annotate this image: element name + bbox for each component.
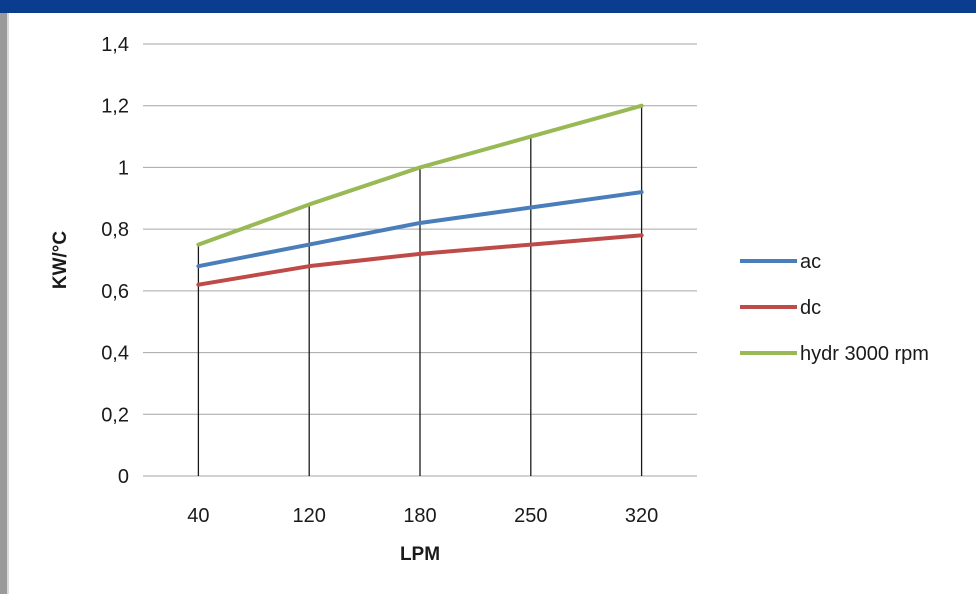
series-lines — [196, 103, 644, 287]
y-tick-label: 1 — [118, 157, 129, 179]
series-line-ac — [196, 190, 644, 269]
series-line-hydr-3000-rpm — [196, 103, 644, 247]
legend-label: hydr 3000 rpm — [800, 343, 929, 365]
x-tick-label: 40 — [187, 505, 209, 527]
y-tick-label: 0,8 — [101, 219, 129, 241]
y-tick-label: 1,2 — [101, 96, 129, 118]
x-tick-labels: 40 120 180 250 320 — [187, 505, 658, 527]
header-bar — [0, 0, 976, 13]
series-line-dc — [196, 233, 644, 287]
left-border-inner — [7, 13, 9, 594]
grid-layer — [143, 43, 697, 477]
y-tick-label: 1,4 — [101, 34, 129, 56]
x-tick-label: 180 — [403, 505, 436, 527]
y-tick-label: 0,6 — [101, 281, 129, 303]
legend: ac dc hydr 3000 rpm — [740, 251, 929, 365]
y-tick-labels: 0 0,2 0,4 0,6 0,8 1 1,2 1,4 — [101, 34, 129, 488]
x-tick-label: 320 — [625, 505, 658, 527]
y-tick-label: 0 — [118, 466, 129, 488]
x-axis-label: LPM — [400, 544, 440, 565]
drop-lines — [197, 105, 643, 476]
legend-label: dc — [800, 297, 821, 319]
x-tick-label: 120 — [293, 505, 326, 527]
y-axis-label: KW/°C — [50, 231, 71, 290]
y-tick-label: 0,2 — [101, 404, 129, 426]
left-border — [0, 13, 7, 594]
y-tick-label: 0,4 — [101, 343, 129, 365]
legend-label: ac — [800, 251, 821, 273]
x-tick-label: 250 — [514, 505, 547, 527]
